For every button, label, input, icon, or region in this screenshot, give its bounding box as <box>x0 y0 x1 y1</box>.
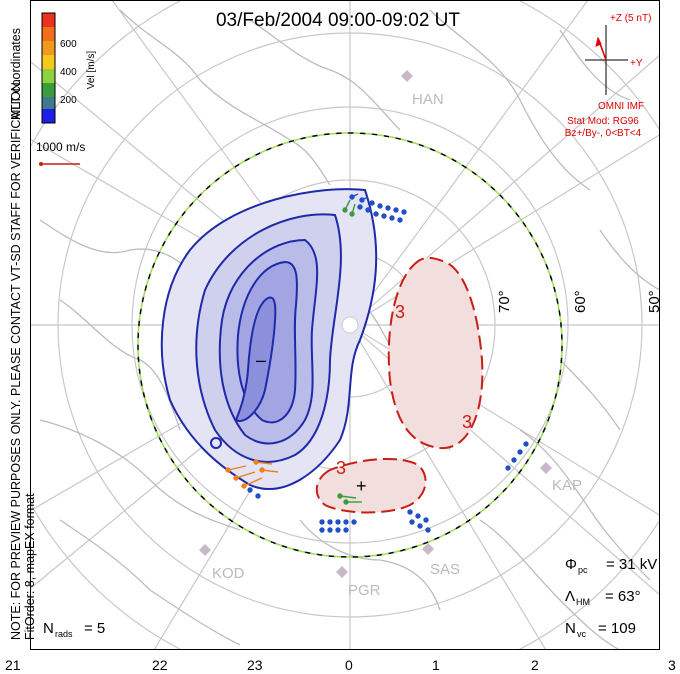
positive-potential-cell-1 <box>387 256 484 450</box>
stat-lambda-hm: Λ HM = 63° <box>565 588 641 607</box>
svg-text:pc: pc <box>578 565 588 575</box>
station-label-kap: KAP <box>552 477 582 494</box>
station-label-han: HAN <box>412 91 444 108</box>
mlt-axis: 21 22 23 0 1 2 3 <box>5 657 676 673</box>
potential-max-marker: + <box>356 476 367 496</box>
mlt-tick: 23 <box>247 657 263 673</box>
station-label-pgr: PGR <box>348 582 381 599</box>
velocity-colorbar <box>41 12 56 124</box>
contour-label: 3 <box>336 458 346 478</box>
stat-n-rads: N rads = 5 <box>43 620 105 639</box>
scale-vector <box>39 162 80 166</box>
imf-y-label: +Y <box>630 58 643 69</box>
mlt-tick: 0 <box>345 657 353 673</box>
imf-source: OMNI IMF <box>598 101 644 112</box>
imf-condition: Bz+/By-, 0<BT<4 <box>565 128 642 139</box>
pole-marker <box>341 316 359 334</box>
station-label-sas: SAS <box>430 561 460 578</box>
svg-text:Λ: Λ <box>565 588 575 605</box>
svg-text:Φ: Φ <box>565 556 577 573</box>
svg-text:rads: rads <box>55 629 73 639</box>
svg-text:HM: HM <box>576 597 590 607</box>
latitude-label-70: 70° <box>496 290 513 313</box>
preview-note: NOTE: FOR PREVIEW PURPOSES ONLY. PLEASE … <box>9 79 23 640</box>
contour-label: 3 <box>395 302 405 322</box>
colorbar-label: Vel [m/s] <box>86 51 97 90</box>
stat-phi-pc: Φ pc = 31 kV <box>565 556 657 575</box>
imf-z-label: +Z (5 nT) <box>610 13 651 24</box>
map-frame <box>30 0 660 650</box>
map-title: 03/Feb/2004 09:00-09:02 UT <box>216 10 460 31</box>
mlt-tick: 3 <box>668 657 676 673</box>
colorbar-tick-200: 200 <box>60 95 77 106</box>
velocity-vectors <box>225 193 529 533</box>
coastlines <box>39 9 659 649</box>
potential-min-marker: – <box>256 350 266 370</box>
mlt-tick: 22 <box>152 657 168 673</box>
station-label-kod: KOD <box>212 565 245 582</box>
radar-stations <box>199 70 552 578</box>
svg-text:N: N <box>43 620 54 637</box>
svg-text:= 31 kV: = 31 kV <box>606 556 657 573</box>
svg-text:= 63°: = 63° <box>605 588 641 605</box>
colorbar-tick-600: 600 <box>60 39 77 50</box>
latitude-label-60: 60° <box>572 290 589 313</box>
positive-potential-cell-2 <box>315 457 427 514</box>
imf-stat-mod: Stat Mod: RG96 <box>567 116 639 127</box>
mlt-tick: 1 <box>432 657 440 673</box>
mlt-tick: 21 <box>5 657 21 673</box>
coordinates-label: MLT coordinates <box>9 28 23 120</box>
stat-n-vc: N vc = 109 <box>565 620 636 639</box>
fit-order-note: FitOrder: 8, mapEX format <box>23 493 37 640</box>
svg-text:vc: vc <box>577 629 587 639</box>
svg-text:= 109: = 109 <box>598 620 636 637</box>
svg-text:= 5: = 5 <box>84 620 105 637</box>
svg-text:N: N <box>565 620 576 637</box>
colorbar-tick-400: 400 <box>60 67 77 78</box>
latitude-label-50: 50° <box>646 290 663 313</box>
contour-label: 3 <box>462 412 472 432</box>
imf-dial <box>585 25 628 95</box>
scale-vector-label: 1000 m/s <box>36 140 85 154</box>
mlt-tick: 2 <box>531 657 539 673</box>
negative-potential-cell <box>160 188 378 490</box>
